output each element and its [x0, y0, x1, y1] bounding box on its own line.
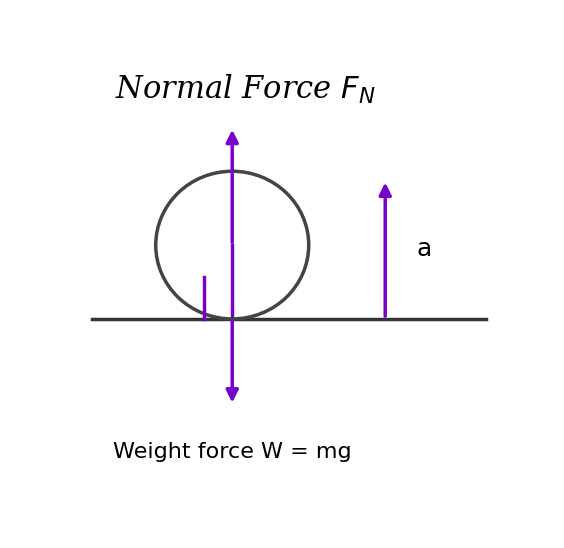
Text: a: a [417, 237, 432, 261]
Text: Weight force W = mg: Weight force W = mg [113, 442, 351, 462]
Text: Normal Force $F_N$: Normal Force $F_N$ [115, 72, 376, 106]
